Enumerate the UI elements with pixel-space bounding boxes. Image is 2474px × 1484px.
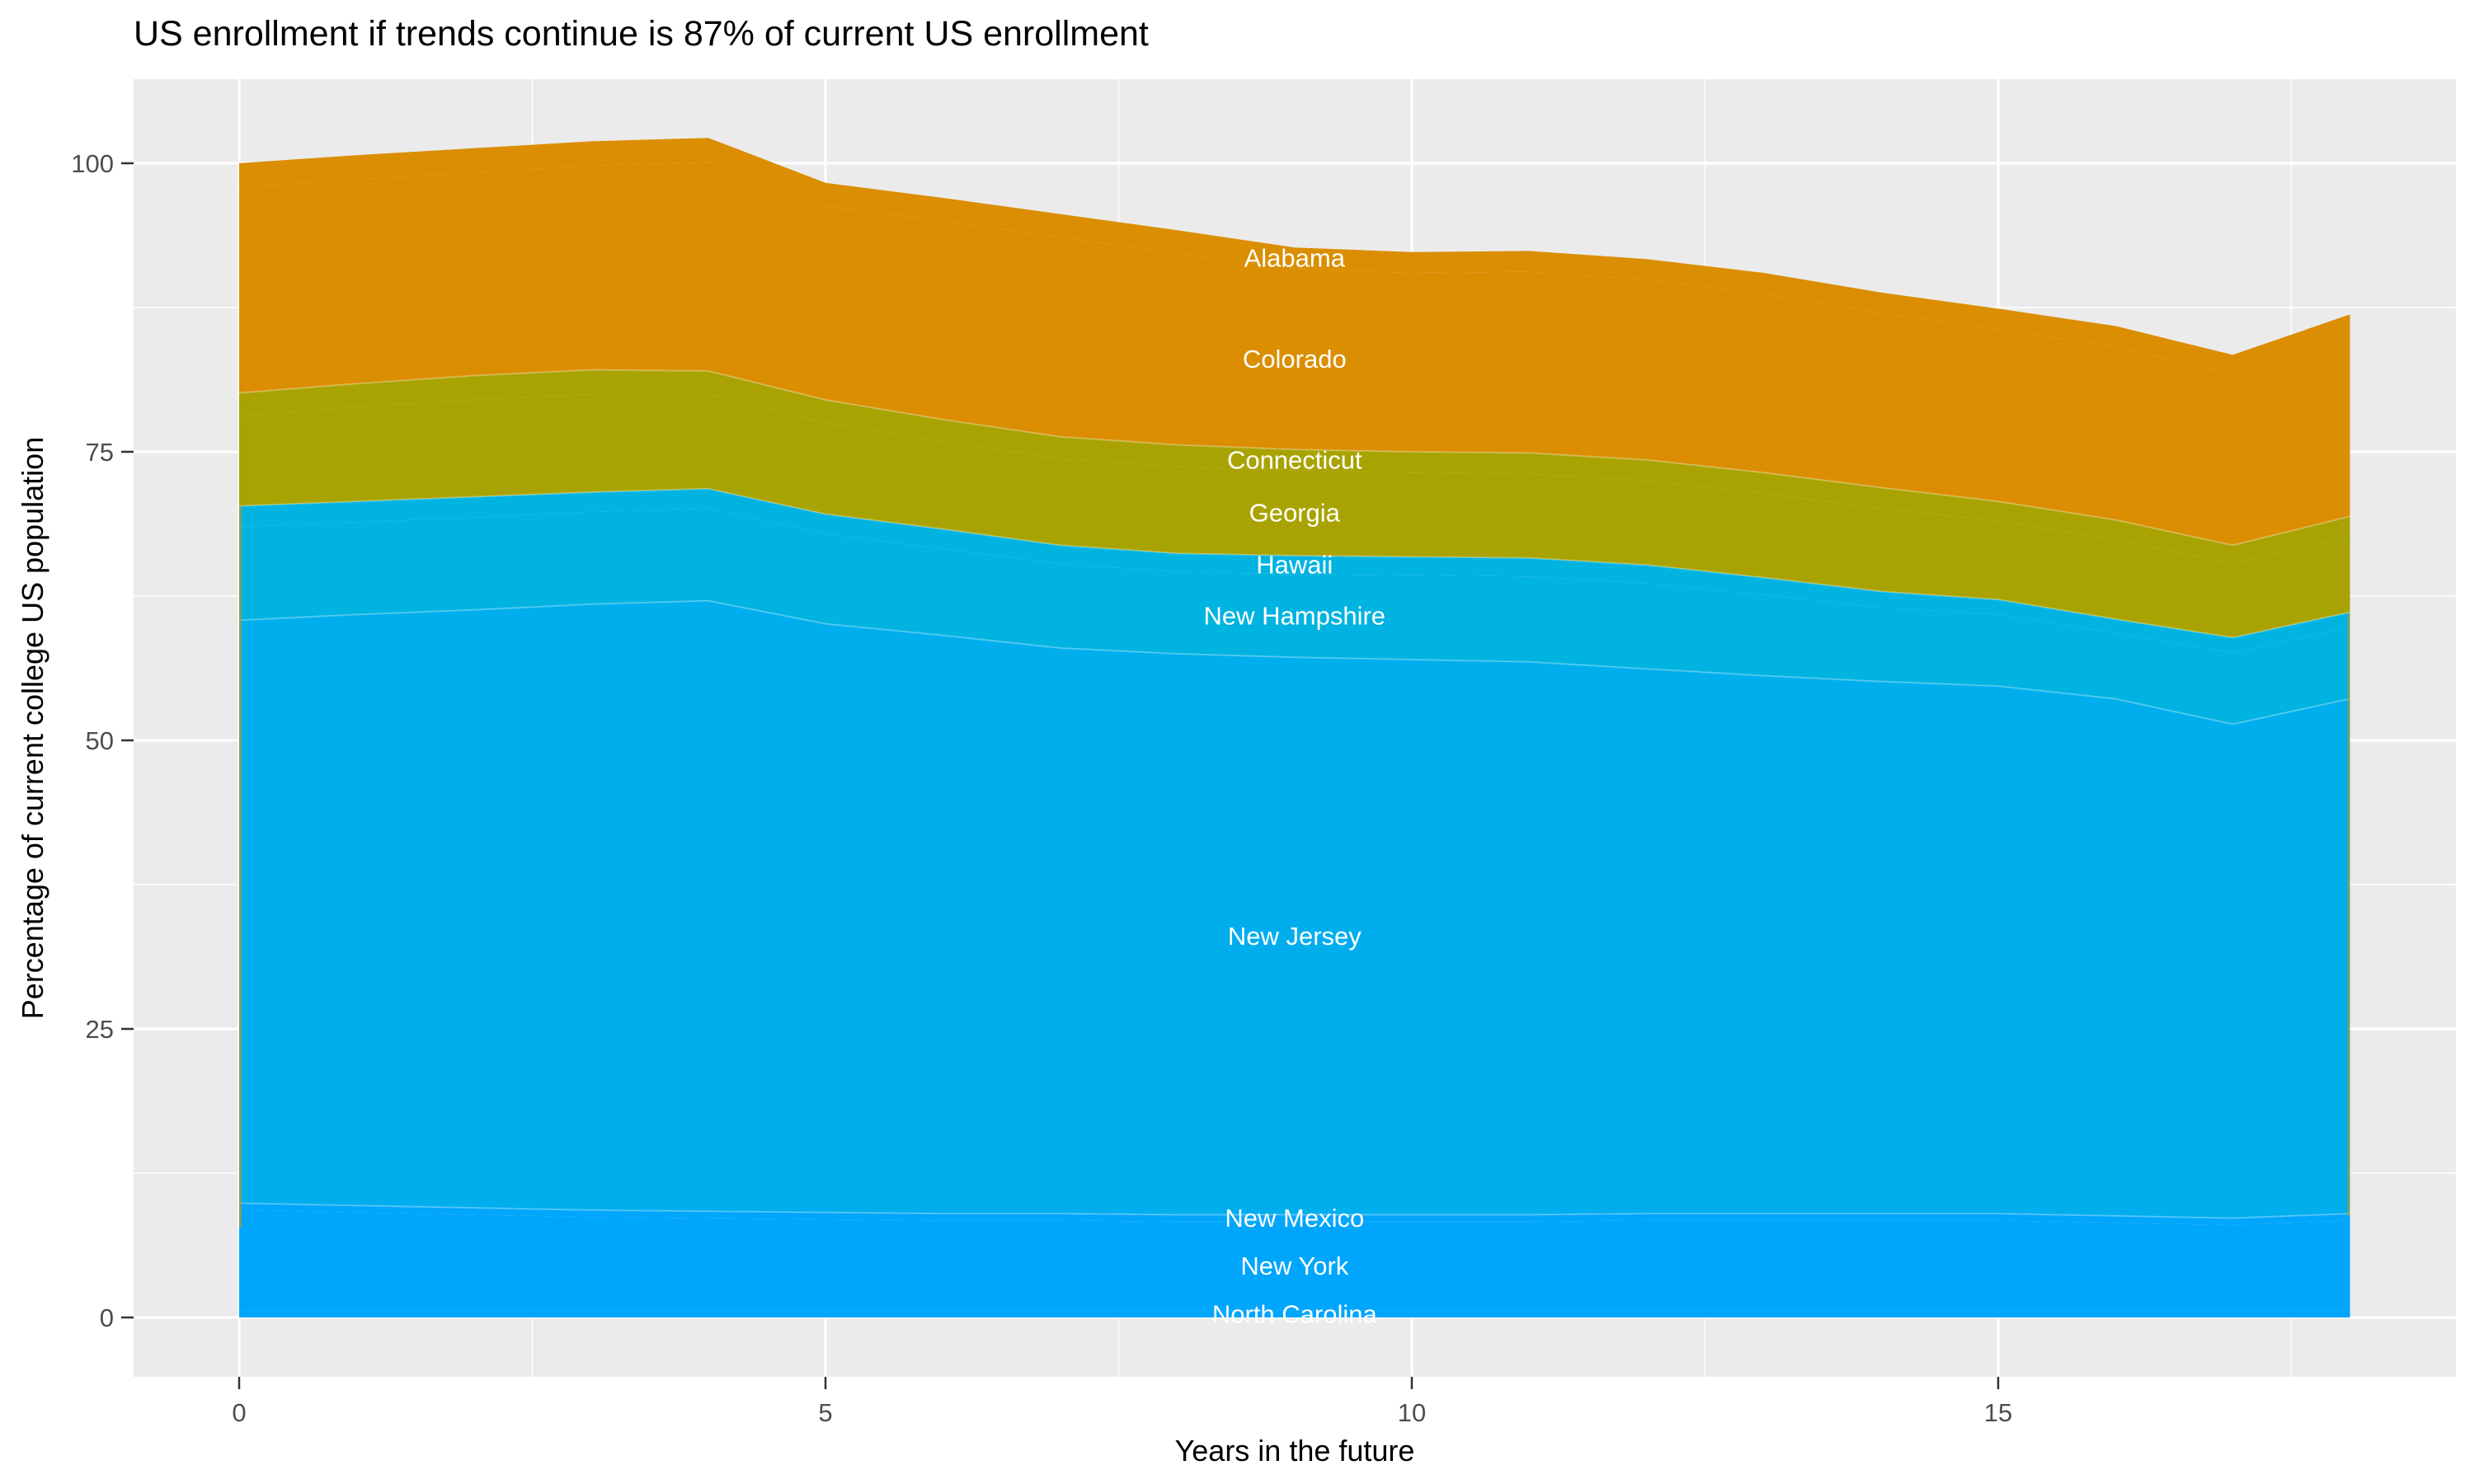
y-tick-label: 25	[86, 1015, 114, 1044]
area-new-mexico	[239, 1203, 2350, 1225]
area-connecticut	[239, 369, 2350, 564]
y-axis-title: Percentage of current college US populat…	[16, 437, 49, 1019]
x-tick-label: 0	[232, 1398, 246, 1427]
layer-seams	[238, 369, 2350, 1219]
edge-slivers	[239, 505, 2350, 1228]
band-label-north-carolina: North Carolina	[1212, 1299, 1378, 1328]
band-label-colorado: Colorado	[1243, 345, 1347, 373]
x-tick-label: 5	[818, 1398, 832, 1427]
seam-line	[238, 1202, 2350, 1219]
x-tick-label: 15	[1984, 1398, 2012, 1427]
band-label-new-york: New York	[1240, 1252, 1348, 1280]
area-new-jersey	[239, 600, 2350, 1219]
y-tick-label: 75	[86, 438, 114, 467]
band-labels: North Carolina New York New Mexico New Jers…	[1204, 243, 1386, 1328]
axis-ticks	[121, 162, 2000, 1389]
band-label-alabama: Alabama	[1244, 243, 1346, 272]
seam-line	[238, 369, 2350, 547]
axis-tick-labels: 0 5 10 15 0 25 50 75 100	[71, 149, 2012, 1427]
x-axis-title: Years in the future	[1175, 1434, 1415, 1468]
chart-title: US enrollment if trends continue is 87% …	[134, 14, 1149, 54]
band-label-new-hampshire: New Hampshire	[1204, 601, 1386, 630]
band-label-connecticut: Connecticut	[1227, 445, 1362, 474]
x-tick-label: 10	[1398, 1398, 1426, 1427]
area-colorado	[239, 162, 2350, 546]
seam-line	[238, 599, 2350, 726]
y-tick-label: 100	[71, 149, 114, 178]
band-label-georgia: Georgia	[1249, 499, 1341, 528]
area-north-carolina	[239, 1310, 2350, 1317]
y-tick-label: 50	[86, 726, 114, 755]
area-new-york	[239, 1209, 2350, 1311]
band-label-hawaii: Hawaii	[1256, 551, 1333, 580]
band-label-new-mexico: New Mexico	[1225, 1204, 1364, 1233]
area-new-hampshire	[239, 508, 2350, 725]
area-layers	[239, 138, 2350, 1317]
area-hawaii	[239, 488, 2350, 653]
seam-line	[238, 487, 2350, 639]
area-georgia	[239, 394, 2350, 638]
band-label-new-jersey: New Jersey	[1228, 922, 1362, 951]
area-alabama	[239, 138, 2350, 375]
y-tick-label: 0	[100, 1303, 114, 1332]
